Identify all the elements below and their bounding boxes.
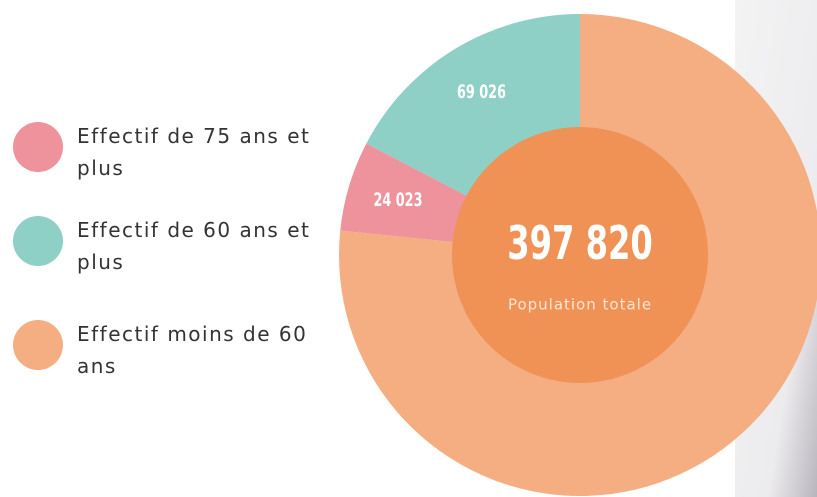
- center-caption: Population totale: [508, 296, 652, 314]
- value-label: 69 026: [457, 80, 506, 103]
- legend-item: Effectif de 60 ans et plus: [0, 214, 330, 274]
- center-total: 397 820: [507, 217, 653, 270]
- legend-swatch: [13, 320, 63, 370]
- legend-label: Effectif moins de 60 ans: [77, 318, 327, 382]
- legend-label: Effectif de 75 ans et plus: [77, 120, 327, 184]
- legend-swatch: [13, 216, 63, 266]
- legend-item: Effectif moins de 60 ans: [0, 318, 330, 378]
- legend-label: Effectif de 60 ans et plus: [77, 214, 327, 278]
- legend-swatch: [13, 122, 63, 172]
- legend-item: Effectif de 75 ans et plus: [0, 120, 330, 180]
- page: 69 026 24 023 397 820 Population totale Eff…: [0, 0, 817, 497]
- value-label: 24 023: [373, 188, 422, 211]
